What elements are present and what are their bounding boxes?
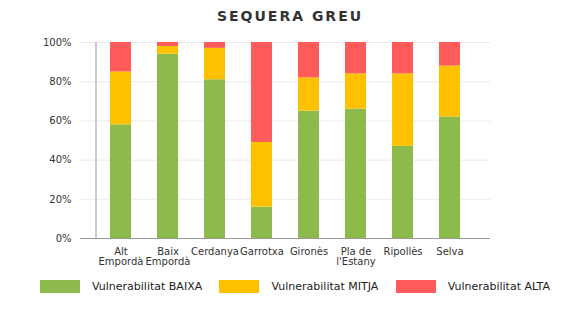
html-text:SEQUERA GREU: SEQUERA GREU [216, 8, 364, 24]
svg-text:60%: 60% [49, 115, 71, 126]
svg-text:Cerdanya: Cerdanya [191, 246, 239, 257]
svg-text:Pla del'Estany: Pla del'Estany [336, 246, 375, 267]
svg-text:AltEmpordà: AltEmpordà [99, 246, 144, 267]
svg-text:Gironès: Gironès [290, 246, 328, 257]
svg-text:0%: 0% [56, 233, 72, 244]
svg-text:40%: 40% [49, 154, 71, 165]
svg-text:100%: 100% [43, 37, 72, 48]
svg-text:20%: 20% [49, 194, 71, 205]
html-text:Vulnerabilitat MITJA: Vulnerabilitat MITJA [271, 280, 379, 293]
svg-text:BaixEmpordà: BaixEmpordà [146, 246, 191, 267]
svg-text:Selva: Selva [436, 246, 463, 257]
svg-text:Ripollès: Ripollès [383, 246, 422, 257]
html-text:Vulnerabilitat ALTA: Vulnerabilitat ALTA [447, 280, 550, 293]
svg-text:80%: 80% [49, 76, 71, 87]
html-text:Vulnerabilitat BAIXA: Vulnerabilitat BAIXA [92, 280, 203, 293]
svg-text:Garrotxa: Garrotxa [240, 246, 284, 257]
